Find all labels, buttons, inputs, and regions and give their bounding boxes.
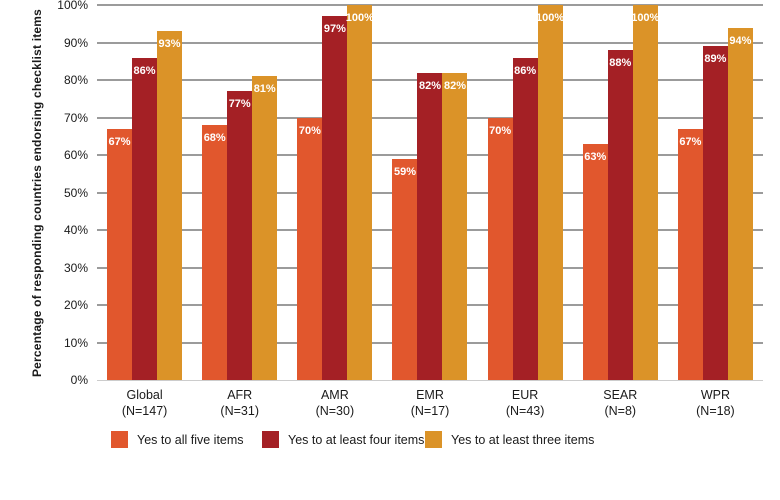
bar-value-label: 82% [443, 79, 466, 92]
bar-value-label: 82% [418, 79, 441, 92]
x-axis-label-eur: EUR (N=43) [478, 387, 573, 419]
y-tick-label: 0% [70, 373, 88, 387]
bar-groups: 67% 86% 93% 68% 77% 81% 70% 97% 100% 59% 82% 82% 70%… [97, 5, 763, 380]
bar-group-eur: 70% 86% 100% [478, 5, 573, 380]
y-tick-label: 90% [63, 35, 88, 50]
bar-value-label: 77% [228, 98, 251, 111]
bar-value-label: 68% [203, 132, 226, 144]
bar-value-label: 81% [253, 83, 276, 96]
category-n-count: (N=17) [410, 404, 450, 418]
x-axis-label-sear: SEAR (N=8) [573, 387, 668, 419]
y-tick-label: 10% [63, 335, 88, 350]
category-n-count: (N=43) [505, 404, 545, 418]
y-tick-label: 80% [63, 73, 88, 87]
bar-value-label: 100% [536, 12, 565, 24]
bar-amr: 70% [297, 117, 323, 380]
category-n-count: (N=18) [696, 404, 735, 418]
bar-value-label: 86% [133, 64, 156, 77]
plot-area: 67% 86% 93% 68% 77% 81% 70% 97% 100% 59% 82% 82% 70%… [97, 4, 763, 381]
category-name: EMR [416, 388, 444, 402]
bar-value-label: 67% [108, 135, 131, 148]
category-name: Global [126, 388, 163, 402]
y-tick-label: 100% [57, 0, 88, 12]
category-name: AFR [227, 388, 253, 402]
legend-label: Yes to at least three items [451, 432, 595, 447]
bar-eur: 100% [536, 5, 565, 380]
bar-eur: 86% [512, 57, 538, 380]
gridline [97, 41, 763, 44]
bar-sear: 88% [607, 50, 633, 380]
bar-wpr: 67% [677, 128, 703, 380]
y-tick-label: 70% [63, 110, 88, 125]
bar-amr: 97% [322, 16, 348, 380]
bar-afr: 77% [227, 91, 253, 380]
bar-value-label: 89% [704, 53, 727, 66]
bar-value-label: 63% [584, 150, 607, 163]
bar-value-label: 88% [609, 57, 632, 69]
y-tick-label: 20% [63, 298, 88, 312]
legend-item: Yes to all five items [111, 431, 244, 448]
legend-swatch [425, 431, 442, 448]
category-name: WPR [700, 388, 730, 402]
bar-group-amr: 70% 97% 100% [287, 5, 382, 380]
bar-value-label: 70% [489, 124, 512, 137]
bar-value-label: 100% [345, 12, 374, 24]
category-n-count: (N=31) [220, 404, 259, 418]
bar-global: 93% [157, 31, 183, 380]
category-n-count: (N=30) [315, 404, 355, 418]
gridline [97, 4, 763, 6]
y-tick-label: 30% [63, 260, 88, 275]
bar-value-label: 70% [298, 124, 321, 137]
category-n-count: (N=147) [121, 404, 168, 418]
legend-item: Yes to at least three items [425, 431, 594, 448]
bar-value-label: 67% [679, 135, 702, 148]
category-name: SEAR [603, 388, 638, 402]
legend-swatch [262, 431, 279, 448]
bar-group-emr: 59% 82% 82% [382, 5, 477, 380]
category-n-count: (N=8) [604, 404, 637, 418]
bar-wpr: 89% [702, 46, 728, 380]
bar-emr: 82% [442, 72, 468, 380]
bar-amr: 100% [345, 5, 374, 380]
legend-label: Yes to all five items [137, 432, 244, 447]
bar-emr: 82% [417, 72, 443, 380]
bar-value-label: 93% [158, 38, 181, 51]
legend-item: Yes to at least four items [262, 431, 424, 448]
bar-group-afr: 68% 77% 81% [192, 5, 287, 380]
legend-swatch [111, 431, 128, 448]
x-axis-label-afr: AFR (N=31) [192, 387, 287, 419]
bar-group-global: 67% 86% 93% [97, 5, 192, 380]
x-axis-label-amr: AMR (N=30) [287, 387, 382, 419]
bar-group-sear: 63% 88% 100% [573, 5, 668, 380]
chart-legend: Yes to all five items Yes to at least fou… [0, 431, 780, 451]
category-name: EUR [511, 388, 539, 402]
bar-value-label: 97% [323, 23, 346, 36]
bar-global: 86% [132, 57, 158, 380]
bar-wpr: 94% [727, 27, 753, 380]
x-axis-label-emr: EMR (N=17) [382, 387, 477, 419]
bar-value-label: 100% [631, 12, 660, 24]
bar-afr: 68% [202, 125, 228, 380]
bar-afr: 81% [252, 76, 278, 380]
bar-group-wpr: 67% 89% 94% [668, 5, 763, 380]
y-tick-label: 40% [63, 223, 88, 237]
bar-eur: 70% [487, 117, 513, 380]
y-tick-label: 60% [63, 148, 88, 162]
gridline [97, 379, 763, 381]
bar-value-label: 94% [729, 34, 752, 47]
x-axis-label-wpr: WPR (N=18) [668, 387, 763, 419]
bar-value-label: 86% [514, 64, 537, 77]
bar-global: 67% [107, 128, 133, 380]
bar-value-label: 59% [393, 165, 416, 178]
bar-sear: 63% [582, 143, 608, 380]
legend-label: Yes to at least four items [288, 432, 425, 447]
bar-sear: 100% [631, 5, 660, 380]
bar-emr: 59% [392, 158, 418, 380]
category-name: AMR [320, 388, 349, 402]
x-axis-label-global: Global (N=147) [97, 387, 192, 419]
y-tick-label: 50% [63, 185, 88, 200]
x-axis-labels: Global (N=147) AFR (N=31) AMR (N=30) EMR (N=17)… [97, 387, 763, 419]
